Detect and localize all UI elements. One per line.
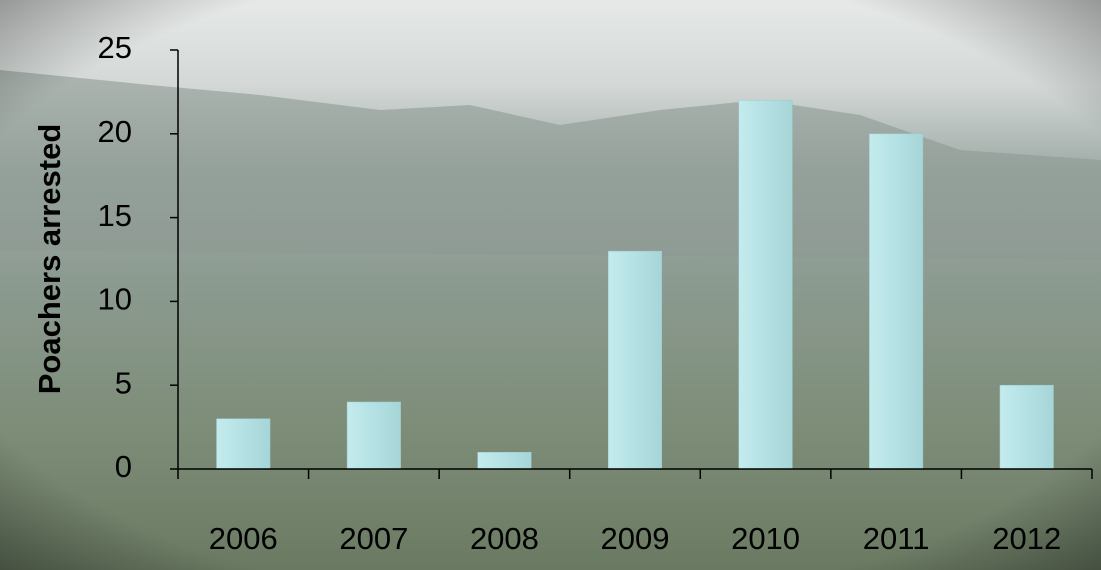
y-tick-label: 25 — [98, 30, 132, 65]
y-tick-label: 10 — [98, 282, 132, 317]
y-tick-label: 0 — [115, 449, 132, 484]
bar — [346, 401, 401, 470]
x-tick-label: 2011 — [863, 521, 930, 556]
bar — [999, 384, 1054, 470]
bar — [216, 418, 271, 470]
x-tick-label: 2007 — [339, 521, 408, 556]
bar — [869, 133, 924, 470]
x-tick-label: 2010 — [731, 521, 800, 556]
x-tick-label: 2009 — [601, 521, 670, 556]
y-tick-label: 20 — [98, 114, 132, 149]
x-tick-label: 2006 — [209, 521, 278, 556]
x-tick-label: 2012 — [992, 521, 1061, 556]
x-tick-label: 2008 — [470, 521, 539, 556]
bar — [607, 250, 663, 470]
y-axis-label: Poachers arrested — [32, 124, 67, 395]
y-tick-label: 15 — [98, 198, 132, 233]
bar — [477, 451, 532, 470]
y-tick-label: 5 — [115, 365, 132, 400]
bar — [738, 100, 793, 470]
